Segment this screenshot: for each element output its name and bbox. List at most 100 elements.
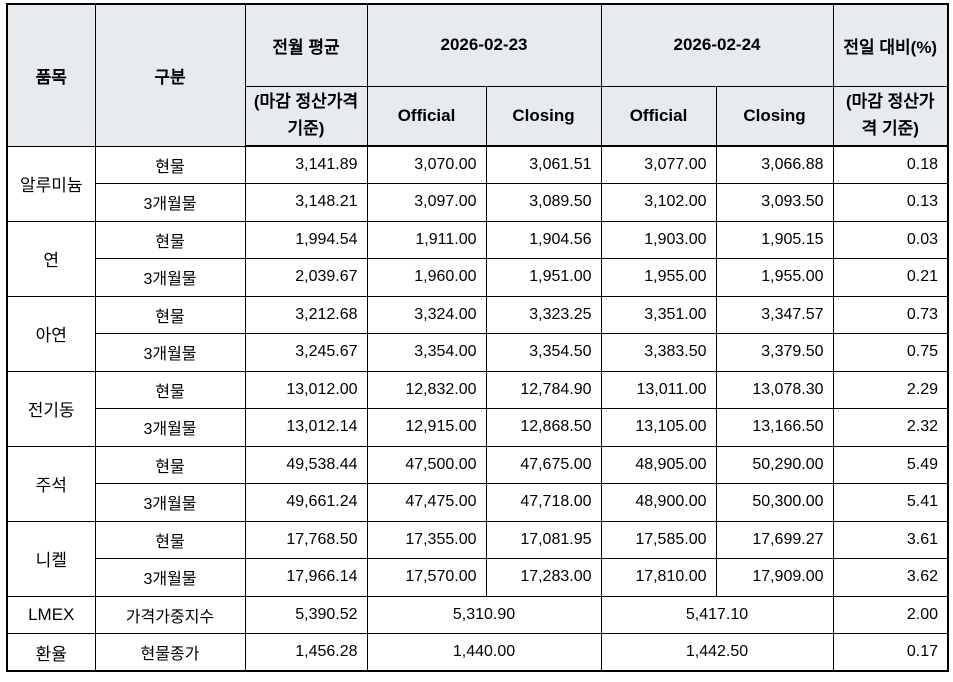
value-cell-d2-official: 1,903.00 [600, 220, 717, 259]
value-cell-d2-closing: 13,078.30 [715, 370, 834, 409]
item-cell: 환율 [6, 633, 96, 672]
value-cell-d2-official: 3,102.00 [600, 183, 717, 222]
value-cell-change: 0.13 [832, 183, 949, 222]
value-cell-d1-official: 12,915.00 [366, 408, 487, 447]
value-cell-prev-avg: 3,245.67 [244, 333, 368, 372]
value-cell-date2-merged: 5,417.10 [600, 595, 834, 634]
value-cell-d1-closing: 1,951.00 [485, 258, 602, 297]
value-cell-d2-closing: 13,166.50 [715, 408, 834, 447]
header-change-basis: (마감 정산가격 기준) [832, 85, 949, 147]
value-cell-d2-closing: 17,909.00 [715, 558, 834, 597]
value-cell-prev-avg: 17,768.50 [244, 520, 368, 559]
category-cell: 현물 [94, 145, 246, 184]
header-prev-avg-basis: (마감 정산가격 기준) [244, 85, 368, 147]
item-cell: 주석 [6, 445, 96, 522]
value-cell-d2-closing: 50,290.00 [715, 445, 834, 484]
value-cell-d1-official: 1,911.00 [366, 220, 487, 259]
table-row: 3개월물 3,245.67 3,354.00 3,354.50 3,383.50 3,37… [7, 333, 949, 372]
header-official-date1: Official [366, 85, 487, 147]
value-cell-change: 0.17 [832, 633, 949, 672]
header-date-1: 2026-02-23 [366, 3, 602, 87]
item-cell: 니켈 [6, 520, 96, 597]
value-cell-d2-closing: 1,905.15 [715, 220, 834, 259]
value-cell-prev-avg: 1,456.28 [244, 633, 368, 672]
value-cell-d1-closing: 47,675.00 [485, 445, 602, 484]
category-cell: 3개월물 [94, 558, 246, 597]
table-row: 전기동 현물 13,012.00 12,832.00 12,784.90 13,011.0… [6, 370, 949, 447]
header-item: 품목 [6, 3, 96, 147]
value-cell-prev-avg: 1,994.54 [244, 220, 368, 259]
value-cell-d2-official: 3,077.00 [600, 145, 717, 184]
table-row: 3개월물 2,039.67 1,960.00 1,951.00 1,955.00 1,95… [7, 258, 949, 297]
value-cell-d2-closing: 3,093.50 [715, 183, 834, 222]
value-cell-d1-closing: 47,718.00 [485, 483, 602, 522]
value-cell-d1-official: 3,354.00 [366, 333, 487, 372]
value-cell-d1-official: 3,324.00 [366, 295, 487, 334]
value-cell-change: 0.73 [832, 295, 949, 334]
value-cell-prev-avg: 13,012.00 [244, 370, 368, 409]
value-cell-d1-closing: 3,354.50 [485, 333, 602, 372]
category-cell: 현물종가 [94, 633, 246, 672]
value-cell-d1-closing: 3,061.51 [485, 145, 602, 184]
value-cell-date1-merged: 1,440.00 [366, 633, 602, 672]
category-cell: 현물 [94, 295, 246, 334]
value-cell-d1-closing: 3,089.50 [485, 183, 602, 222]
value-cell-prev-avg: 49,538.44 [244, 445, 368, 484]
table-row: 니켈 현물 17,768.50 17,355.00 17,081.95 17,585.00… [6, 520, 949, 597]
item-cell: 연 [6, 220, 96, 297]
value-cell-d2-official: 48,905.00 [600, 445, 717, 484]
value-cell-change: 5.49 [832, 445, 949, 484]
table-row: 아연 현물 3,212.68 3,324.00 3,323.25 3,351.00 3,34… [6, 295, 949, 372]
table-body: 알루미늄 현물 3,141.89 3,070.00 3,061.51 3,077.00 3,… [6, 145, 949, 672]
item-cell: 아연 [6, 295, 96, 372]
value-cell-d1-official: 47,475.00 [366, 483, 487, 522]
value-cell-change: 0.18 [832, 145, 949, 184]
header-date-2: 2026-02-24 [600, 3, 834, 87]
value-cell-d1-closing: 3,323.25 [485, 295, 602, 334]
value-cell-d1-official: 47,500.00 [366, 445, 487, 484]
header-official-date2: Official [600, 85, 717, 147]
value-cell-prev-avg: 3,148.21 [244, 183, 368, 222]
value-cell-d2-closing: 3,347.57 [715, 295, 834, 334]
category-cell: 가격가중지수 [94, 595, 246, 634]
table-row: 연 현물 1,994.54 1,911.00 1,904.56 1,903.00 1,905… [6, 220, 949, 297]
value-cell-d1-closing: 12,784.90 [485, 370, 602, 409]
value-cell-d1-closing: 17,081.95 [485, 520, 602, 559]
item-cell: LMEX [6, 595, 96, 634]
table-row-summary: LMEX 가격가중지수 5,390.52 5,310.90 5,417.10 2.00 [6, 595, 949, 634]
header-closing-date1: Closing [485, 85, 602, 147]
value-cell-d1-official: 3,097.00 [366, 183, 487, 222]
header-prev-avg: 전월 평균 [244, 3, 368, 87]
header-category: 구분 [94, 3, 246, 147]
category-cell: 3개월물 [94, 333, 246, 372]
value-cell-d1-official: 1,960.00 [366, 258, 487, 297]
value-cell-prev-avg: 13,012.14 [244, 408, 368, 447]
item-cell: 알루미늄 [6, 145, 96, 222]
value-cell-prev-avg: 3,212.68 [244, 295, 368, 334]
table-row: 3개월물 49,661.24 47,475.00 47,718.00 48,900.00… [7, 483, 949, 522]
category-cell: 3개월물 [94, 183, 246, 222]
category-cell: 3개월물 [94, 483, 246, 522]
value-cell-d2-closing: 1,955.00 [715, 258, 834, 297]
value-cell-d2-closing: 3,066.88 [715, 145, 834, 184]
category-cell: 현물 [94, 370, 246, 409]
value-cell-d2-closing: 50,300.00 [715, 483, 834, 522]
value-cell-prev-avg: 2,039.67 [244, 258, 368, 297]
value-cell-date2-merged: 1,442.50 [600, 633, 834, 672]
value-cell-d1-closing: 12,868.50 [485, 408, 602, 447]
value-cell-change: 0.03 [832, 220, 949, 259]
report-page: 품목 구분 전월 평균 2026-02-23 2026-02-24 전일 대비(… [6, 3, 949, 672]
value-cell-d2-official: 3,383.50 [600, 333, 717, 372]
table-row: 알루미늄 현물 3,141.89 3,070.00 3,061.51 3,077.00 3,… [6, 145, 949, 222]
table-header: 품목 구분 전월 평균 2026-02-23 2026-02-24 전일 대비(… [6, 3, 949, 147]
value-cell-change: 0.21 [832, 258, 949, 297]
value-cell-d1-official: 17,570.00 [366, 558, 487, 597]
value-cell-d1-closing: 17,283.00 [485, 558, 602, 597]
header-closing-date2: Closing [715, 85, 834, 147]
category-cell: 현물 [94, 445, 246, 484]
category-cell: 현물 [94, 520, 246, 559]
value-cell-d1-official: 3,070.00 [366, 145, 487, 184]
value-cell-d2-closing: 17,699.27 [715, 520, 834, 559]
value-cell-d2-official: 17,585.00 [600, 520, 717, 559]
value-cell-change: 2.29 [832, 370, 949, 409]
